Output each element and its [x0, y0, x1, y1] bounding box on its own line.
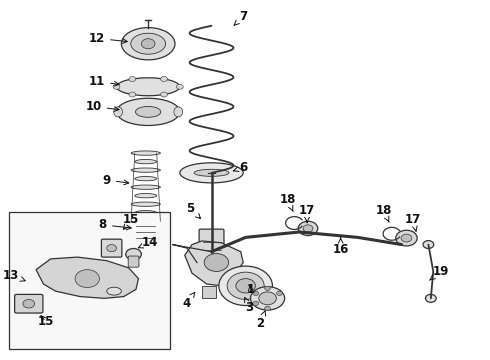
Ellipse shape [194, 169, 229, 176]
Ellipse shape [136, 107, 161, 117]
Circle shape [423, 240, 434, 248]
Circle shape [129, 76, 136, 81]
Text: 18: 18 [375, 204, 392, 222]
Ellipse shape [131, 33, 166, 54]
Ellipse shape [131, 168, 160, 172]
FancyBboxPatch shape [15, 294, 43, 313]
Text: 17: 17 [299, 204, 315, 222]
Text: 3: 3 [245, 297, 254, 314]
Ellipse shape [122, 28, 175, 60]
Ellipse shape [131, 185, 160, 189]
Ellipse shape [135, 159, 157, 164]
Text: 6: 6 [233, 161, 247, 174]
Circle shape [161, 92, 168, 97]
Text: 7: 7 [234, 10, 247, 25]
Ellipse shape [131, 202, 160, 206]
Bar [9, 212, 170, 348]
Text: 15: 15 [38, 315, 54, 328]
Ellipse shape [250, 287, 285, 310]
Circle shape [236, 279, 255, 293]
Text: 18: 18 [279, 193, 296, 212]
Circle shape [219, 266, 272, 306]
Circle shape [253, 301, 259, 306]
Text: 16: 16 [333, 238, 349, 256]
Circle shape [129, 92, 136, 97]
Ellipse shape [135, 194, 157, 198]
Ellipse shape [180, 163, 243, 183]
Text: 9: 9 [102, 174, 129, 186]
Circle shape [298, 221, 318, 235]
Ellipse shape [117, 98, 180, 126]
Circle shape [204, 253, 229, 271]
Circle shape [276, 291, 282, 296]
FancyBboxPatch shape [133, 218, 158, 246]
Polygon shape [36, 257, 139, 298]
Circle shape [396, 230, 417, 246]
Circle shape [253, 291, 259, 296]
Text: 14: 14 [138, 236, 158, 249]
Ellipse shape [131, 151, 160, 155]
Circle shape [141, 39, 155, 49]
Circle shape [401, 234, 412, 242]
Circle shape [161, 76, 168, 81]
FancyBboxPatch shape [101, 239, 122, 257]
Ellipse shape [131, 219, 160, 224]
Polygon shape [202, 286, 217, 298]
Text: 13: 13 [2, 269, 25, 282]
Text: 2: 2 [256, 311, 266, 330]
Circle shape [176, 84, 183, 89]
Circle shape [23, 300, 35, 308]
Ellipse shape [107, 287, 122, 295]
Text: 19: 19 [430, 265, 449, 280]
Text: 17: 17 [405, 213, 421, 231]
Ellipse shape [117, 78, 180, 96]
Text: 1: 1 [246, 283, 255, 296]
Circle shape [227, 272, 264, 300]
Text: 10: 10 [85, 100, 119, 113]
Circle shape [107, 244, 117, 252]
Circle shape [75, 270, 99, 288]
Ellipse shape [135, 176, 157, 181]
Text: 4: 4 [182, 292, 195, 310]
Circle shape [259, 292, 276, 305]
FancyBboxPatch shape [128, 256, 139, 267]
Circle shape [126, 248, 141, 260]
Circle shape [303, 225, 313, 232]
Circle shape [265, 306, 270, 311]
Circle shape [113, 84, 120, 89]
Text: 5: 5 [187, 202, 200, 219]
Text: 8: 8 [98, 218, 131, 231]
Ellipse shape [114, 107, 122, 117]
Ellipse shape [174, 107, 183, 117]
Ellipse shape [135, 211, 157, 215]
Text: 12: 12 [89, 32, 127, 45]
Polygon shape [185, 241, 243, 286]
Text: 11: 11 [89, 75, 119, 88]
Circle shape [425, 294, 436, 302]
FancyBboxPatch shape [199, 229, 224, 260]
Text: 15: 15 [123, 213, 139, 229]
Circle shape [265, 286, 270, 291]
